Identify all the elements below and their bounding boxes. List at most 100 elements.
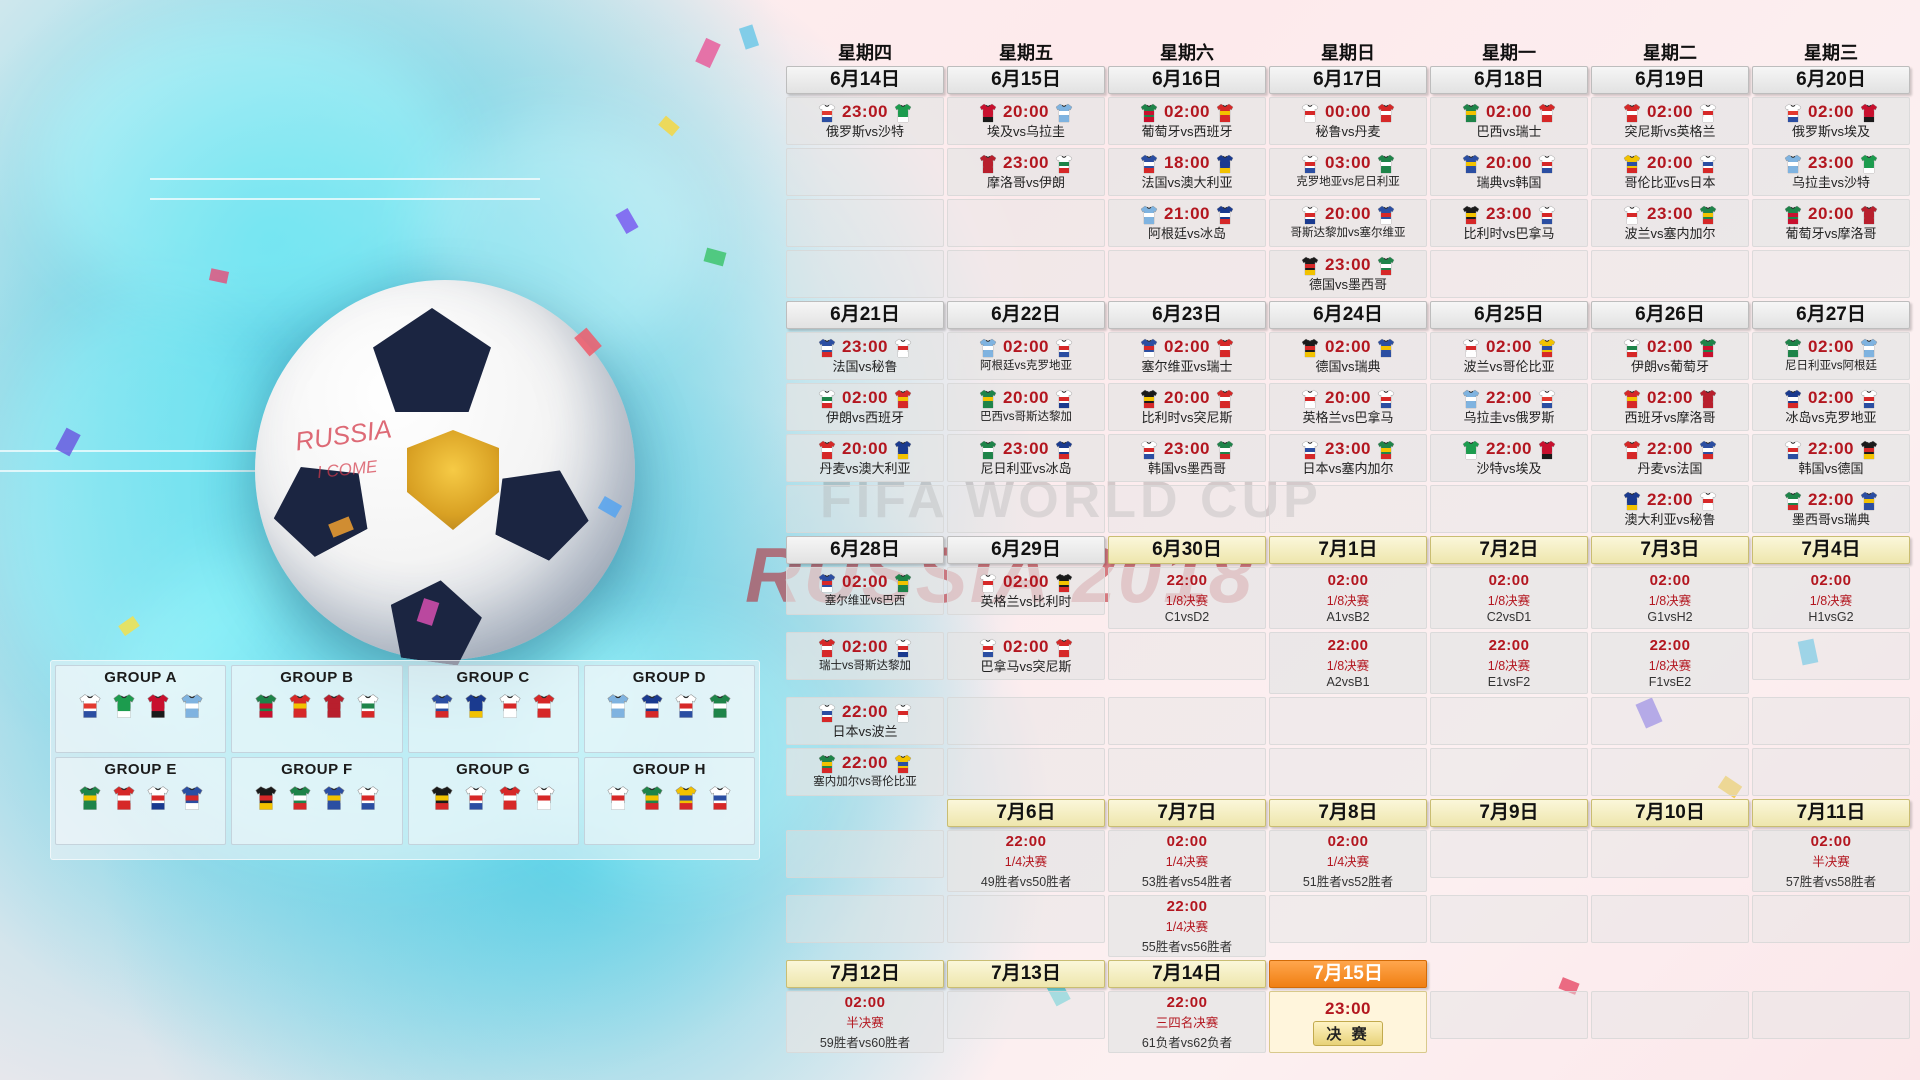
match-cell[interactable]: 02:00 阿根廷vs克罗地亚 [947,332,1105,380]
group-box-group-a[interactable]: GROUP A [55,665,227,753]
match-cell[interactable]: 02:00 德国vs瑞典 [1269,332,1427,380]
match-cell[interactable]: 02:00 伊朗vs西班牙 [786,383,944,431]
date-cell[interactable]: 6月15日 [947,66,1105,94]
date-cell[interactable]: 6月19日 [1591,66,1749,94]
group-box-group-c[interactable]: GROUP C [407,665,579,753]
match-cell[interactable]: 22:00 澳大利亚vs秘鲁 [1591,485,1749,533]
match-cell[interactable]: 22:00 日本vs波兰 [786,697,944,745]
date-cell[interactable]: 6月28日 [786,536,944,564]
match-cell[interactable]: 22:00 乌拉圭vs俄罗斯 [1430,383,1588,431]
date-cell[interactable]: 6月30日 [1108,536,1266,564]
knockout-match-cell[interactable]: 02:00 1/4决赛 51胜者vs52胜者 [1269,830,1427,892]
match-cell[interactable]: 22:00 塞内加尔vs哥伦比亚 [786,748,944,796]
knockout-match-cell[interactable]: 02:00 1/8决赛 G1vsH2 [1591,567,1749,629]
date-cell[interactable]: 6月22日 [947,301,1105,329]
match-cell[interactable]: 23:00 韩国vs墨西哥 [1108,434,1266,482]
match-cell[interactable]: 20:00 比利时vs突尼斯 [1108,383,1266,431]
group-box-group-h[interactable]: GROUP H [583,757,755,845]
date-cell[interactable]: 7月4日 [1752,536,1910,564]
date-cell[interactable]: 6月20日 [1752,66,1910,94]
date-cell[interactable]: 7月12日 [786,960,944,988]
date-cell[interactable]: 6月25日 [1430,301,1588,329]
match-cell[interactable]: 22:00 墨西哥vs瑞典 [1752,485,1910,533]
date-cell[interactable]: 6月21日 [786,301,944,329]
match-cell[interactable]: 20:00 葡萄牙vs摩洛哥 [1752,199,1910,247]
match-cell[interactable]: 23:00 波兰vs塞内加尔 [1591,199,1749,247]
knockout-match-cell[interactable]: 22:00 1/4决赛 49胜者vs50胜者 [947,830,1105,892]
date-cell[interactable]: 7月15日 [1269,960,1427,988]
knockout-match-cell[interactable]: 02:00 1/4决赛 53胜者vs54胜者 [1108,830,1266,892]
match-cell[interactable]: 02:00 塞尔维亚vs瑞士 [1108,332,1266,380]
group-box-group-f[interactable]: GROUP F [231,757,403,845]
knockout-match-cell[interactable]: 22:00 1/8决赛 F1vsE2 [1591,632,1749,694]
match-cell[interactable]: 02:00 伊朗vs葡萄牙 [1591,332,1749,380]
date-cell[interactable]: 7月14日 [1108,960,1266,988]
knockout-match-cell[interactable]: 22:00 1/8决赛 E1vsF2 [1430,632,1588,694]
knockout-match-cell[interactable]: 22:00 1/8决赛 C1vsD2 [1108,567,1266,629]
match-cell[interactable]: 23:00 日本vs塞内加尔 [1269,434,1427,482]
knockout-match-cell[interactable]: 02:00 半决赛 57胜者vs58胜者 [1752,830,1910,892]
date-cell[interactable]: 6月14日 [786,66,944,94]
match-cell[interactable]: 02:00 葡萄牙vs西班牙 [1108,97,1266,145]
match-cell[interactable]: 02:00 巴拿马vs突尼斯 [947,632,1105,680]
match-cell[interactable]: 02:00 俄罗斯vs埃及 [1752,97,1910,145]
match-cell[interactable]: 02:00 波兰vs哥伦比亚 [1430,332,1588,380]
match-cell[interactable]: 23:00 德国vs墨西哥 [1269,250,1427,298]
group-box-group-b[interactable]: GROUP B [231,665,403,753]
match-cell[interactable]: 20:00 哥伦比亚vs日本 [1591,148,1749,196]
date-cell[interactable]: 7月2日 [1430,536,1588,564]
match-cell[interactable]: 02:00 塞尔维亚vs巴西 [786,567,944,615]
match-cell[interactable]: 00:00 秘鲁vs丹麦 [1269,97,1427,145]
date-cell[interactable]: 6月16日 [1108,66,1266,94]
match-cell[interactable]: 20:00 哥斯达黎加vs塞尔维亚 [1269,199,1427,247]
match-cell[interactable]: 18:00 法国vs澳大利亚 [1108,148,1266,196]
date-cell[interactable]: 7月3日 [1591,536,1749,564]
knockout-match-cell[interactable]: 22:00 1/4决赛 55胜者vs56胜者 [1108,895,1266,957]
date-cell[interactable]: 6月24日 [1269,301,1427,329]
group-box-group-d[interactable]: GROUP D [583,665,755,753]
match-cell[interactable]: 23:00 法国vs秘鲁 [786,332,944,380]
knockout-match-cell[interactable]: 02:00 1/8决赛 A1vsB2 [1269,567,1427,629]
date-cell[interactable]: 7月8日 [1269,799,1427,827]
date-cell[interactable]: 7月1日 [1269,536,1427,564]
match-cell[interactable]: 23:00 乌拉圭vs沙特 [1752,148,1910,196]
match-cell[interactable]: 22:00 沙特vs埃及 [1430,434,1588,482]
knockout-match-cell[interactable]: 22:00 三四名决赛 61负者vs62负者 [1108,991,1266,1053]
match-cell[interactable]: 20:00 丹麦vs澳大利亚 [786,434,944,482]
date-cell[interactable]: 7月9日 [1430,799,1588,827]
match-cell[interactable]: 20:00 埃及vs乌拉圭 [947,97,1105,145]
match-cell[interactable]: 23:00 尼日利亚vs冰岛 [947,434,1105,482]
match-cell[interactable]: 02:00 英格兰vs比利时 [947,567,1105,615]
group-box-group-e[interactable]: GROUP E [55,757,227,845]
match-cell[interactable]: 02:00 巴西vs瑞士 [1430,97,1588,145]
match-cell[interactable]: 02:00 尼日利亚vs阿根廷 [1752,332,1910,380]
knockout-match-cell[interactable]: 02:00 半决赛 59胜者vs60胜者 [786,991,944,1053]
match-cell[interactable]: 02:00 突尼斯vs英格兰 [1591,97,1749,145]
date-cell[interactable]: 6月26日 [1591,301,1749,329]
match-cell[interactable]: 02:00 西班牙vs摩洛哥 [1591,383,1749,431]
date-cell[interactable]: 6月29日 [947,536,1105,564]
date-cell[interactable]: 6月23日 [1108,301,1266,329]
match-cell[interactable]: 20:00 英格兰vs巴拿马 [1269,383,1427,431]
date-cell[interactable]: 7月10日 [1591,799,1749,827]
date-cell[interactable]: 6月27日 [1752,301,1910,329]
date-cell[interactable]: 7月6日 [947,799,1105,827]
match-cell[interactable]: 23:00 俄罗斯vs沙特 [786,97,944,145]
group-box-group-g[interactable]: GROUP G [407,757,579,845]
knockout-match-cell[interactable]: 02:00 1/8决赛 C2vsD1 [1430,567,1588,629]
match-cell[interactable]: 22:00 丹麦vs法国 [1591,434,1749,482]
date-cell[interactable]: 7月7日 [1108,799,1266,827]
match-cell[interactable]: 03:00 克罗地亚vs尼日利亚 [1269,148,1427,196]
match-cell[interactable]: 21:00 阿根廷vs冰岛 [1108,199,1266,247]
date-cell[interactable]: 6月18日 [1430,66,1588,94]
date-cell[interactable]: 7月13日 [947,960,1105,988]
knockout-match-cell[interactable]: 22:00 1/8决赛 A2vsB1 [1269,632,1427,694]
match-cell[interactable]: 23:00 摩洛哥vs伊朗 [947,148,1105,196]
date-cell[interactable]: 7月11日 [1752,799,1910,827]
match-cell[interactable]: 20:00 巴西vs哥斯达黎加 [947,383,1105,431]
knockout-match-cell[interactable]: 02:00 1/8决赛 H1vsG2 [1752,567,1910,629]
final-match-cell[interactable]: 23:00 决 赛 [1269,991,1427,1053]
match-cell[interactable]: 22:00 韩国vs德国 [1752,434,1910,482]
match-cell[interactable]: 02:00 冰岛vs克罗地亚 [1752,383,1910,431]
match-cell[interactable]: 02:00 瑞士vs哥斯达黎加 [786,632,944,680]
